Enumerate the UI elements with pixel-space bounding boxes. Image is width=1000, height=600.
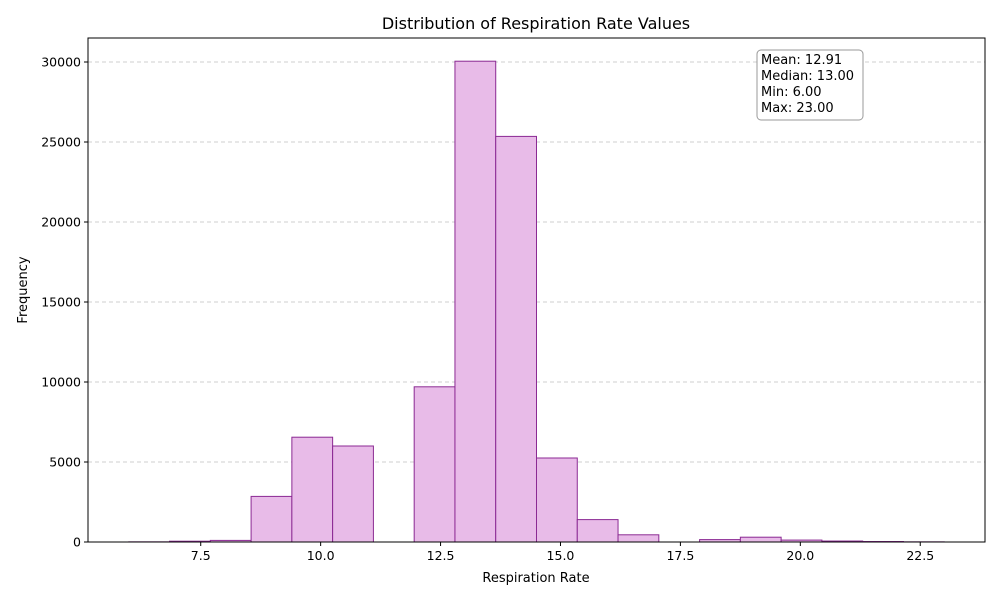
y-tick-label: 0 [73,535,81,550]
stats-median: Median: 13.00 [761,69,854,84]
stats-box: Mean: 12.91 Median: 13.00 Min: 6.00 Max:… [756,49,864,121]
histogram-bar [576,519,619,543]
x-tick-label: 20.0 [786,548,814,563]
x-tick-label: 17.5 [666,548,694,563]
x-tick-label: 22.5 [906,548,934,563]
histogram-bar [250,495,293,543]
x-tick-label: 15.0 [547,548,575,563]
x-axis-label: Respiration Rate [482,571,589,586]
histogram-bar [454,60,497,543]
histogram-bar [495,135,537,543]
y-tick-label: 30000 [41,55,81,70]
histogram-bar [413,386,456,543]
stats-max: Max: 23.00 [761,101,834,116]
y-axis-ticks: 0 5000 10000 15000 20000 25000 30000 [41,55,88,550]
y-tick-label: 15000 [41,295,81,310]
y-tick-label: 10000 [41,375,81,390]
y-tick-label: 20000 [41,215,81,230]
stats-min: Min: 6.00 [761,85,822,100]
x-tick-label: 12.5 [427,548,455,563]
y-axis-label: Frequency [16,256,31,323]
histogram-bar [536,457,578,543]
bars-layer [128,60,945,543]
histogram-bar [739,536,782,543]
y-tick-label: 25000 [41,135,81,150]
x-tick-label: 7.5 [191,548,211,563]
histogram-bar [617,534,660,543]
y-tick-label: 5000 [49,455,81,470]
histogram-bar [332,445,374,543]
stats-mean: Mean: 12.91 [761,53,842,68]
x-tick-label: 10.0 [307,548,335,563]
histogram-bar [291,436,334,543]
chart-title: Distribution of Respiration Rate Values [382,14,690,33]
x-axis-ticks: 7.5 10.0 12.5 15.0 17.5 20.0 22.5 [191,542,934,563]
stats-box-frame [756,49,864,121]
plot-frame [87,37,986,543]
